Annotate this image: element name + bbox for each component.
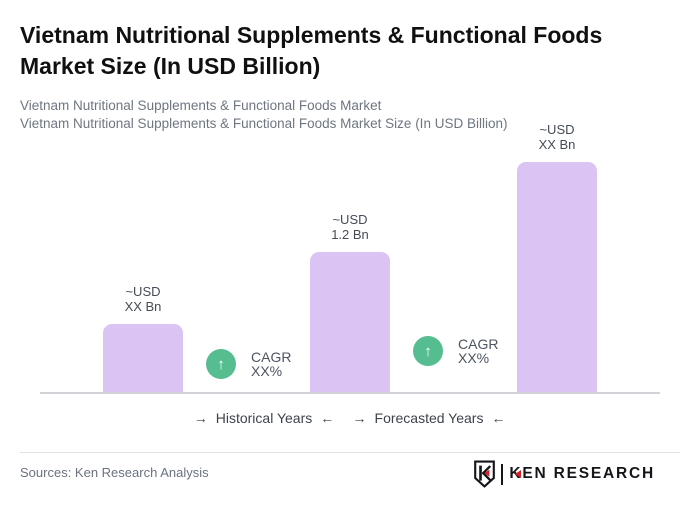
bar-value-label: ~USD XX Bn [538, 122, 576, 152]
axis-label-text: Historical Years [215, 410, 313, 426]
sources-note: Sources: Ken Research Analysis [20, 465, 209, 480]
page-title-line1: Vietnam Nutritional Supplements & Functi… [20, 22, 603, 48]
bar-forecast [517, 162, 597, 392]
right-arrow-icon: → [352, 410, 367, 426]
page-title: Vietnam Nutritional Supplements & Functi… [20, 20, 684, 82]
logo-red-triangle-icon [515, 470, 522, 478]
bar-historical [103, 324, 183, 392]
chart-subtitle-line1: Vietnam Nutritional Supplements & Functi… [20, 98, 382, 113]
bar-value-label: ~USD XX Bn [124, 284, 162, 314]
growth-up-arrow-icon: ↑ [413, 336, 443, 366]
cagr-badge-historical: ↑ CAGR XX% [206, 349, 291, 379]
logo-divider [501, 463, 504, 485]
left-arrow-icon: ← [320, 410, 335, 426]
bar-value-label: ~USD 1.2 Bn [331, 212, 369, 242]
ken-research-shield-icon [474, 460, 496, 488]
cagr-label: CAGR XX% [251, 349, 292, 379]
left-arrow-icon: ← [491, 410, 506, 426]
growth-up-arrow-icon: ↑ [206, 349, 236, 379]
cagr-badge-forecast: ↑ CAGR XX% [413, 336, 498, 366]
footer-divider [20, 452, 680, 453]
cagr-label: CAGR XX% [458, 336, 499, 366]
axis-label-historical-years: → Historical Years ← [154, 410, 374, 426]
ken-research-logo: KEN RESEARCH [473, 460, 655, 488]
bar-current [310, 252, 390, 392]
chart-subtitle: Vietnam Nutritional Supplements & Functi… [20, 97, 660, 133]
right-arrow-icon: → [193, 410, 208, 426]
page-title-line2: Market Size (In USD Billion) [20, 53, 321, 79]
axis-label-text: Forecasted Years [374, 410, 484, 426]
logo-wordmark: KEN RESEARCH [509, 465, 655, 482]
x-axis-line [40, 392, 660, 394]
axis-label-forecasted-years: → Forecasted Years ← [319, 410, 539, 426]
chart-subtitle-line2: Vietnam Nutritional Supplements & Functi… [20, 116, 508, 131]
